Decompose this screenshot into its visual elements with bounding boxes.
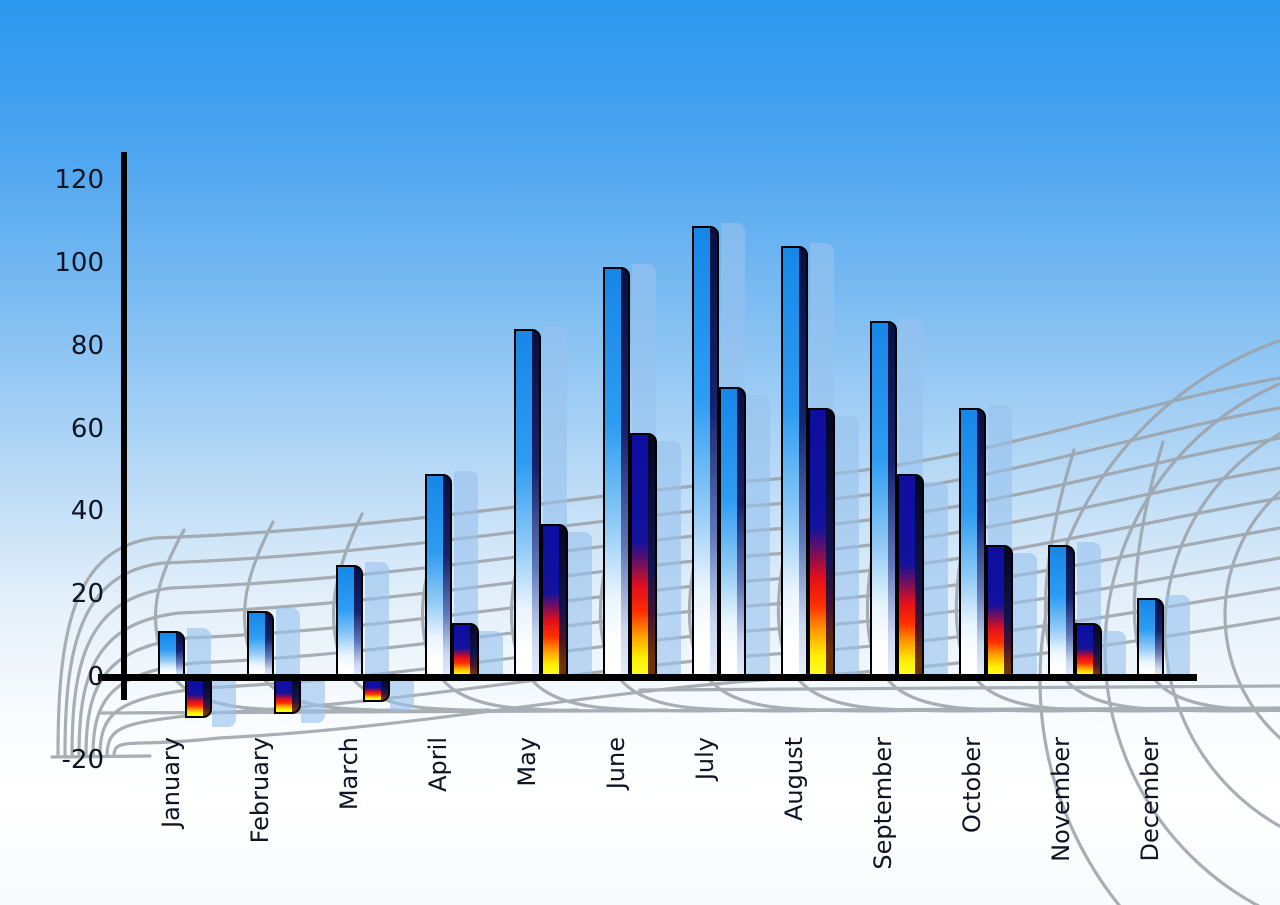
bar-january-series1 [158,631,185,679]
grid-arc [1163,431,1280,829]
bar-shadow-february-series1 [276,607,300,680]
y-axis-label--20: -20 [61,744,104,775]
bar-july-series1 [692,225,719,679]
x-axis-label-december: December [1136,737,1164,862]
bar-shadow-june-series2 [657,440,681,680]
bar-october-series1 [959,407,986,679]
bar-shadow-november-series2 [1102,631,1126,680]
bar-may-series1 [514,329,541,679]
bar-august-series1 [781,246,808,679]
grid-curve [77,466,1280,758]
bar-shadow-january-series1 [187,628,211,680]
y-axis-label-0: 0 [87,662,104,692]
grid-curve [50,754,152,759]
grid-curve [638,684,1280,692]
x-axis-label-may: May [513,737,541,787]
grid-curve [1132,440,1280,713]
x-axis-label-february: February [246,737,274,844]
x-axis-label-april: April [424,737,452,792]
bar-shadow-march-series2 [390,679,414,711]
bar-april-series2 [452,623,479,679]
x-axis-label-september: September [869,737,897,870]
bar-june-series2 [630,432,657,679]
bar-shadow-january-series2 [212,679,236,728]
bar-december-series1 [1137,598,1164,679]
bar-september-series1 [870,320,897,679]
bar-june-series1 [603,267,630,679]
y-axis-label-40: 40 [70,496,104,527]
grid-curve [84,496,1280,758]
bar-october-series2 [986,544,1013,679]
y-axis-label-60: 60 [70,413,104,444]
bar-january-series2 [185,676,212,719]
bar-shadow-march-series1 [365,562,389,680]
bar-november-series1 [1048,544,1075,679]
bar-may-series2 [541,523,568,679]
bar-march-series1 [336,565,363,679]
x-axis-label-june: June [602,737,630,790]
x-axis-label-november: November [1047,737,1075,862]
bar-july-series2 [719,387,746,679]
bar-february-series1 [247,610,274,679]
x-axis-label-october: October [958,737,986,834]
y-axis-label-100: 100 [54,248,104,278]
bar-shadow-september-series2 [924,482,948,680]
bar-april-series1 [425,474,452,679]
bar-shadow-august-series2 [835,415,859,680]
bar-august-series2 [808,407,835,679]
bar-february-series2 [274,676,301,715]
bar-shadow-february-series2 [301,679,325,724]
bar-september-series2 [897,474,924,679]
y-axis-label-20: 20 [70,579,104,610]
bar-shadow-april-series2 [479,631,503,680]
grid-arc [1223,489,1280,741]
x-axis-label-march: March [335,737,363,811]
x-axis-baseline [98,674,1197,681]
grid-curve [63,406,1280,758]
bar-shadow-october-series2 [1013,552,1037,680]
y-axis-label-80: 80 [70,330,104,361]
bar-november-series2 [1075,623,1102,679]
bar-shadow-july-series2 [746,395,770,680]
bar-shadow-may-series2 [568,531,592,680]
bar-shadow-december-series1 [1166,595,1190,680]
x-axis-label-august: August [780,737,808,821]
y-axis-label-120: 120 [54,165,104,196]
x-axis-label-january: January [157,737,185,828]
x-axis-label-july: July [691,737,719,781]
y-axis-line [121,152,127,700]
